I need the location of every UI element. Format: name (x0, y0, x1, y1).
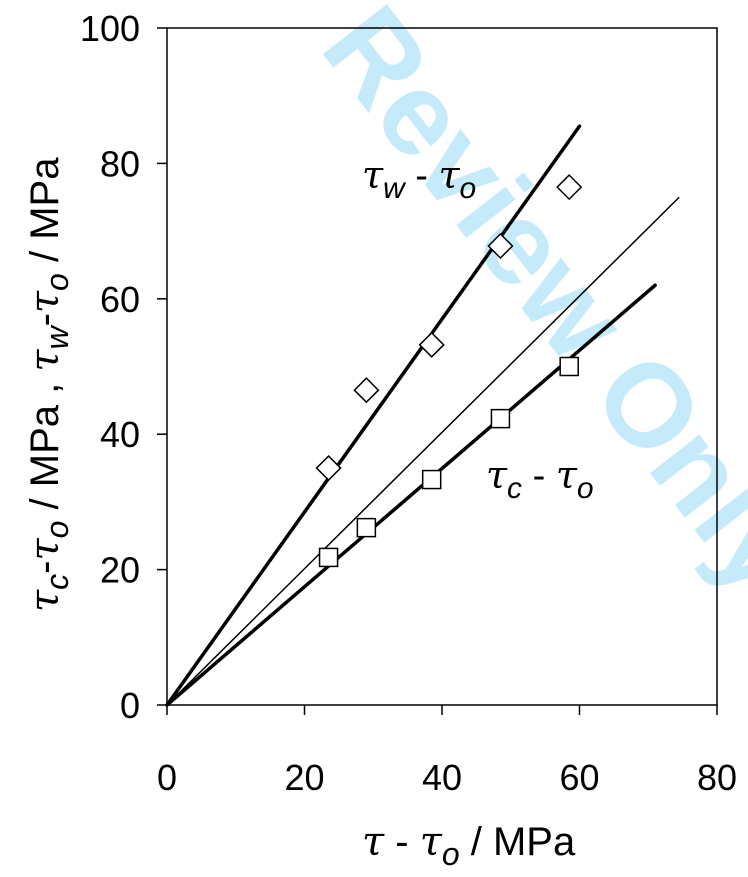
y-axis-label-g1: τ (22, 589, 68, 612)
x-tick-label: 80 (697, 757, 737, 798)
diamond-fit-line (165, 124, 582, 707)
annotation-tau-w-sub: w (383, 172, 407, 205)
diamond-marker (418, 331, 445, 358)
annotation-tau-w-mid: - (405, 155, 439, 197)
square-fit-line (165, 283, 657, 707)
annotation-tau-c: τc - τo (486, 453, 594, 505)
y-axis-label-unit: / MPa (23, 157, 67, 273)
diamond-marker (556, 174, 583, 201)
x-axis-label-unit: / MPa (460, 820, 576, 864)
square-marker (356, 517, 377, 538)
y-tick-label: 60 (100, 279, 140, 320)
annotation-tau-c-mid: - (522, 455, 556, 497)
y-axis-label-g4: τ (22, 290, 68, 313)
reference-line (166, 196, 680, 706)
x-axis-label-greek: τ (362, 819, 385, 865)
annotation-tau-w-greek2: τ (438, 153, 460, 197)
y-axis-label-s2: o (39, 521, 75, 539)
diamond-marker (353, 377, 380, 404)
annotation-tau-c-greek: τ (486, 453, 508, 497)
x-axis-label: τ - τo / MPa (362, 819, 576, 872)
square-marker (490, 408, 511, 429)
annotation-tau-c-greek2: τ (556, 453, 578, 497)
y-tick-label: 20 (100, 550, 140, 591)
annotation-tau-w-sub2: o (460, 172, 477, 205)
y-axis-ticks: 0 20 40 60 80 100 (80, 8, 167, 726)
x-tick-label: 60 (559, 757, 599, 798)
annotation-tau-w: τw - τo (362, 153, 476, 205)
data-markers (315, 174, 583, 568)
annotation-tau-w-greek: τ (362, 153, 384, 197)
y-tick-label: 100 (80, 8, 140, 49)
y-tick-label: 40 (100, 414, 140, 455)
y-axis-label-dash1: - (23, 561, 67, 574)
y-tick-label: 0 (120, 685, 140, 726)
annotation-tau-c-sub: c (507, 472, 522, 505)
y-axis-label-s4: o (39, 273, 75, 291)
diamond-marker (487, 232, 514, 260)
square-marker (421, 469, 442, 490)
square-marker (559, 356, 579, 377)
y-axis-label-mid: / MPa , (23, 372, 67, 521)
y-axis-label-s3: w (39, 325, 75, 350)
x-tick-label: 40 (422, 757, 462, 798)
x-tick-label: 0 (157, 757, 177, 798)
y-tick-label: 80 (100, 143, 140, 184)
annotation-tau-c-sub2: o (577, 472, 594, 505)
x-axis-label-sub: o (442, 836, 460, 872)
y-axis-label-dash2: - (23, 313, 67, 326)
y-axis-label-s1: c (39, 574, 75, 590)
y-axis-label-g3: τ (22, 349, 68, 372)
x-axis-label-mid: - (384, 820, 420, 864)
fit-lines (165, 124, 680, 707)
x-axis-ticks: 0 20 40 60 80 (157, 705, 737, 798)
x-tick-label: 20 (284, 757, 324, 798)
diamond-marker (315, 454, 342, 482)
x-axis-label-greek2: τ (420, 819, 443, 865)
square-marker (318, 547, 339, 568)
y-axis-label: τc-τo / MPa , τw-τo / MPa (22, 157, 75, 612)
y-axis-label-g2: τ (22, 538, 68, 561)
